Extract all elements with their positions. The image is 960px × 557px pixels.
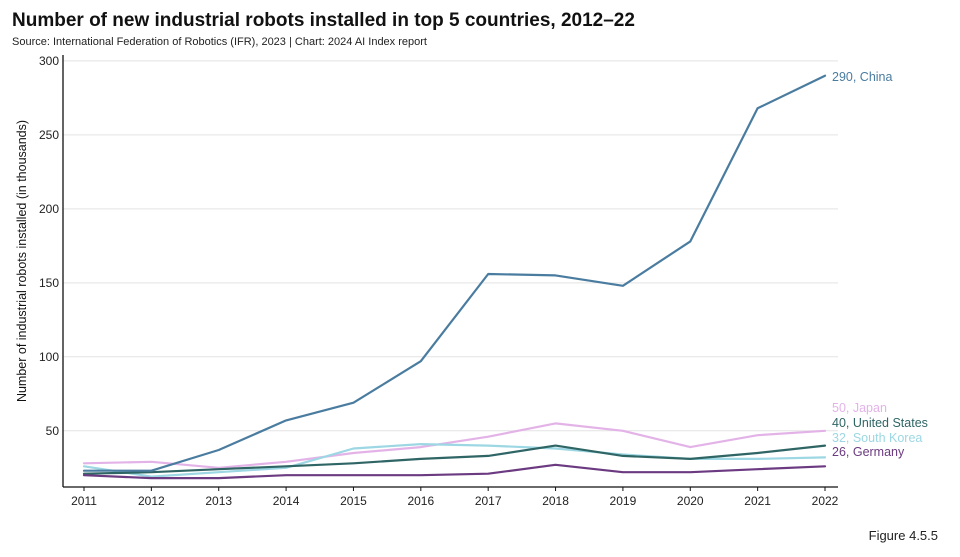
- x-tick-label: 2016: [407, 494, 434, 508]
- gridlines: [63, 60, 838, 432]
- x-tick-label: 2021: [744, 494, 771, 508]
- end-label-china: 290, China: [832, 70, 893, 84]
- x-tick-label: 2014: [273, 494, 300, 508]
- y-axis-label: Number of industrial robots installed (i…: [15, 120, 29, 402]
- y-tick-label: 250: [39, 128, 59, 142]
- end-label-united-states: 40, United States: [832, 416, 928, 430]
- y-tick-label: 50: [46, 424, 60, 438]
- figure-label: Figure 4.5.5: [868, 528, 938, 543]
- end-label-germany: 26, Germany: [832, 445, 905, 459]
- y-tick-label: 200: [39, 202, 59, 216]
- chart-title: Number of new industrial robots installe…: [12, 10, 635, 31]
- x-tick-label: 2018: [542, 494, 569, 508]
- series-lines: [82, 74, 827, 480]
- x-tick-label: 2011: [71, 494, 97, 508]
- series-line-united-states: [82, 444, 827, 475]
- series-line-germany: [82, 463, 827, 480]
- x-tick-label: 2012: [138, 494, 165, 508]
- chart-subtitle: Source: International Federation of Robo…: [12, 36, 427, 48]
- x-tick-label: 2022: [812, 494, 839, 508]
- series-line-china: [82, 74, 827, 472]
- x-tick-label: 2015: [340, 494, 367, 508]
- end-label-south-korea: 32, South Korea: [832, 431, 922, 445]
- axes: 50 100 150 200 250 300 2011 2012 2013 2014 2015 201…: [39, 54, 839, 508]
- x-tick-label: 2019: [610, 494, 637, 508]
- x-tick-label: 2020: [677, 494, 704, 508]
- series-line-japan: [82, 422, 827, 469]
- x-tick-label: 2013: [205, 494, 232, 508]
- x-tick-label: 2017: [475, 494, 502, 508]
- end-label-japan: 50, Japan: [832, 401, 887, 415]
- y-tick-label: 300: [39, 54, 59, 68]
- y-tick-label: 150: [39, 276, 59, 290]
- y-tick-label: 100: [39, 350, 59, 364]
